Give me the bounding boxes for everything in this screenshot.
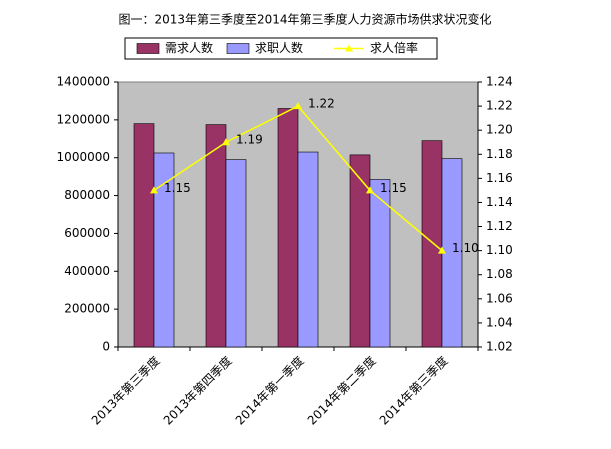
x-tick-label: 2014年第二季度	[304, 353, 379, 428]
x-tick-label: 2013年第四季度	[160, 353, 235, 428]
y-tick-label: 1200000	[57, 112, 110, 126]
chart-title: 图一：2013年第三季度至2014年第三季度人力资源市场供求状况变化	[118, 12, 491, 27]
y2-tick-label: 1.06	[486, 291, 513, 305]
y2-tick-label: 1.04	[486, 315, 513, 329]
bar	[153, 152, 175, 348]
line-marker	[150, 186, 158, 194]
legend-swatch	[136, 43, 160, 54]
legend-marker	[345, 44, 353, 52]
y2-tick-label: 1.20	[486, 123, 513, 137]
legend-swatch	[226, 43, 250, 54]
y-tick-label: 600000	[64, 226, 110, 240]
legend-label: 求人倍率	[370, 40, 418, 55]
y2-tick-label: 1.10	[486, 243, 513, 257]
data-label: 1.15	[164, 181, 191, 195]
data-label: 1.10	[452, 241, 479, 255]
bar	[421, 140, 443, 348]
y-tick-label: 1000000	[57, 150, 110, 164]
legend-label: 求职人数	[255, 40, 303, 55]
line-marker	[294, 102, 302, 110]
y-tick-label: 200000	[64, 302, 110, 316]
line-marker	[222, 138, 230, 146]
y2-tick-label: 1.18	[486, 147, 513, 161]
bar	[369, 179, 391, 348]
y2-tick-label: 1.12	[486, 219, 513, 233]
bar	[225, 159, 247, 348]
y2-tick-label: 1.24	[486, 75, 513, 89]
y-tick-label: 1400000	[57, 75, 110, 89]
y2-tick-label: 1.14	[486, 195, 513, 209]
x-tick-label: 2013年第三季度	[88, 353, 163, 428]
line-marker	[366, 186, 374, 194]
line-marker	[438, 246, 446, 254]
y2-tick-label: 1.02	[486, 340, 513, 354]
x-tick-label: 2014年第三季度	[376, 353, 451, 428]
y2-tick-label: 1.22	[486, 99, 513, 113]
bar	[349, 154, 371, 348]
bar	[133, 123, 155, 348]
legend-label: 需求人数	[165, 40, 213, 55]
y-tick-label: 0	[102, 340, 110, 354]
data-label: 1.15	[380, 181, 407, 195]
data-label: 1.22	[308, 97, 335, 111]
legend-box	[124, 37, 438, 60]
bar	[277, 108, 299, 348]
x-tick-label: 2014年第一季度	[232, 353, 307, 428]
y2-tick-label: 1.08	[486, 267, 513, 281]
y-tick-label: 400000	[64, 264, 110, 278]
bar	[297, 151, 319, 348]
data-label: 1.19	[236, 133, 263, 147]
bar	[205, 124, 227, 348]
y-tick-label: 800000	[64, 188, 110, 202]
y2-tick-label: 1.16	[486, 171, 513, 185]
